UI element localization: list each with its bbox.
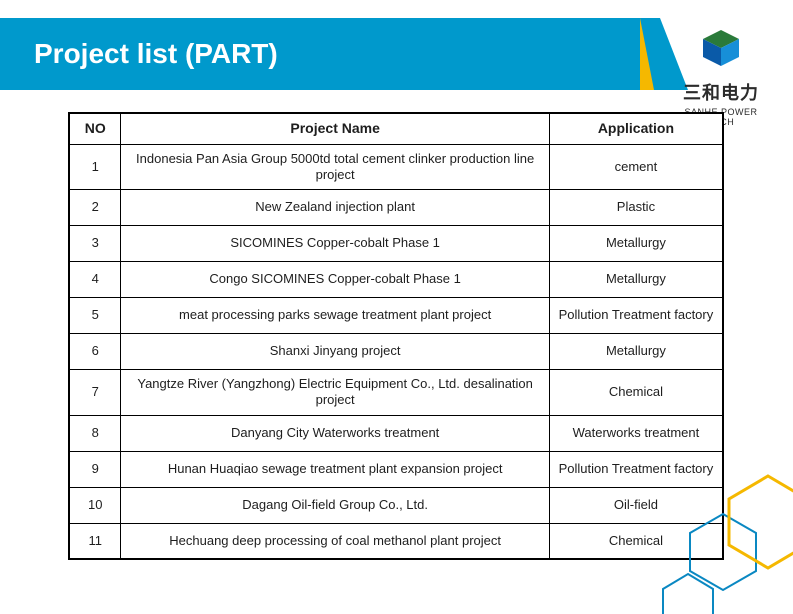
cell-name: meat processing parks sewage treatment p…	[121, 298, 549, 334]
cell-app: Metallurgy	[549, 262, 723, 298]
cell-app: Pollution Treatment factory	[549, 298, 723, 334]
cell-name: Shanxi Jinyang project	[121, 334, 549, 370]
header-bar: Project list (PART)	[0, 18, 660, 90]
cell-name: Yangtze River (Yangzhong) Electric Equip…	[121, 370, 549, 416]
cell-no: 10	[69, 487, 121, 523]
cell-name: SICOMINES Copper-cobalt Phase 1	[121, 226, 549, 262]
cell-app: Chemical	[549, 523, 723, 559]
header-accent	[640, 18, 654, 90]
table-row: 2New Zealand injection plantPlastic	[69, 190, 723, 226]
table-row: 9Hunan Huaqiao sewage treatment plant ex…	[69, 451, 723, 487]
cell-name: Hunan Huaqiao sewage treatment plant exp…	[121, 451, 549, 487]
table-row: 10Dagang Oil-field Group Co., Ltd.Oil-fi…	[69, 487, 723, 523]
cell-no: 7	[69, 370, 121, 416]
page-title: Project list (PART)	[34, 38, 278, 70]
cell-name: Hechuang deep processing of coal methano…	[121, 523, 549, 559]
cell-app: Metallurgy	[549, 226, 723, 262]
logo-text-cn: 三和电力	[671, 79, 771, 105]
table-header-row: NO Project Name Application	[69, 113, 723, 144]
cell-name: Indonesia Pan Asia Group 5000td total ce…	[121, 144, 549, 190]
cell-no: 5	[69, 298, 121, 334]
cube-icon	[699, 28, 743, 68]
cell-no: 1	[69, 144, 121, 190]
cell-app: Pollution Treatment factory	[549, 451, 723, 487]
table-row: 4Congo SICOMINES Copper-cobalt Phase 1Me…	[69, 262, 723, 298]
cell-no: 2	[69, 190, 121, 226]
cell-no: 8	[69, 415, 121, 451]
cell-app: Plastic	[549, 190, 723, 226]
cell-app: Waterworks treatment	[549, 415, 723, 451]
table-row: 3SICOMINES Copper-cobalt Phase 1Metallur…	[69, 226, 723, 262]
cell-name: Dagang Oil-field Group Co., Ltd.	[121, 487, 549, 523]
cell-no: 11	[69, 523, 121, 559]
table-row: 1Indonesia Pan Asia Group 5000td total c…	[69, 144, 723, 190]
col-header-no: NO	[69, 113, 121, 144]
cell-app: Oil-field	[549, 487, 723, 523]
col-header-app: Application	[549, 113, 723, 144]
table-row: 5meat processing parks sewage treatment …	[69, 298, 723, 334]
cell-app: Metallurgy	[549, 334, 723, 370]
cell-no: 6	[69, 334, 121, 370]
table-row: 11Hechuang deep processing of coal metha…	[69, 523, 723, 559]
table-row: 6Shanxi Jinyang projectMetallurgy	[69, 334, 723, 370]
cell-name: Congo SICOMINES Copper-cobalt Phase 1	[121, 262, 549, 298]
cell-app: Chemical	[549, 370, 723, 416]
cell-name: Danyang City Waterworks treatment	[121, 415, 549, 451]
col-header-name: Project Name	[121, 113, 549, 144]
table-row: 8Danyang City Waterworks treatmentWaterw…	[69, 415, 723, 451]
cell-no: 3	[69, 226, 121, 262]
cell-no: 9	[69, 451, 121, 487]
table-row: 7Yangtze River (Yangzhong) Electric Equi…	[69, 370, 723, 416]
cell-name: New Zealand injection plant	[121, 190, 549, 226]
cell-no: 4	[69, 262, 121, 298]
project-table: NO Project Name Application 1Indonesia P…	[68, 112, 724, 560]
cell-app: cement	[549, 144, 723, 190]
